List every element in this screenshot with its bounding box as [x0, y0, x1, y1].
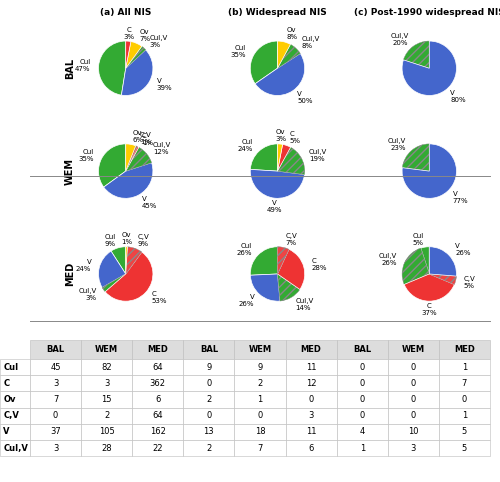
Text: C
5%: C 5%: [290, 131, 300, 144]
Text: WEM: WEM: [65, 158, 75, 185]
Text: Ov
1%: Ov 1%: [122, 232, 132, 245]
Text: C,V
5%: C,V 5%: [464, 276, 475, 289]
Wedge shape: [98, 41, 126, 95]
Wedge shape: [250, 169, 304, 198]
Text: Cul,V
26%: Cul,V 26%: [379, 253, 397, 266]
Text: Cul
5%: Cul 5%: [412, 232, 424, 245]
Text: Cul,V
12%: Cul,V 12%: [153, 142, 171, 155]
Text: Cul
35%: Cul 35%: [230, 45, 246, 58]
Wedge shape: [126, 41, 131, 68]
Wedge shape: [278, 274, 300, 301]
Text: MED: MED: [65, 262, 75, 286]
Wedge shape: [126, 147, 139, 171]
Text: Ov
8%: Ov 8%: [286, 27, 298, 40]
Wedge shape: [126, 41, 142, 68]
Wedge shape: [126, 247, 128, 274]
Wedge shape: [278, 145, 290, 171]
Wedge shape: [126, 146, 138, 171]
Wedge shape: [278, 44, 300, 68]
Text: C,V
7%: C,V 7%: [285, 233, 297, 246]
Text: Cul
9%: Cul 9%: [104, 233, 116, 246]
Wedge shape: [102, 274, 126, 292]
Text: Cul,V
3%: Cul,V 3%: [78, 288, 97, 301]
Text: Cul
35%: Cul 35%: [78, 148, 94, 161]
Text: Cul,V
3%: Cul,V 3%: [150, 35, 168, 48]
Wedge shape: [404, 41, 429, 68]
Text: V
39%: V 39%: [157, 79, 172, 92]
Text: Cul,V
8%: Cul,V 8%: [302, 36, 320, 49]
Text: C,V
9%: C,V 9%: [138, 234, 149, 247]
Text: C
1%: C 1%: [142, 133, 153, 146]
Title: (c) Post-1990 widespread NIS: (c) Post-1990 widespread NIS: [354, 8, 500, 17]
Text: V
24%: V 24%: [76, 259, 92, 272]
Text: V
26%: V 26%: [456, 243, 471, 256]
Text: C
28%: C 28%: [312, 258, 327, 271]
Wedge shape: [278, 144, 282, 171]
Wedge shape: [278, 247, 289, 274]
Text: Cul,V
19%: Cul,V 19%: [309, 148, 328, 161]
Text: BAL: BAL: [65, 58, 75, 79]
Wedge shape: [122, 50, 153, 95]
Wedge shape: [430, 274, 456, 284]
Text: Ov
7%: Ov 7%: [140, 29, 151, 42]
Text: V
26%: V 26%: [239, 294, 254, 307]
Wedge shape: [250, 247, 278, 275]
Text: Ov
3%: Ov 3%: [276, 129, 286, 142]
Text: V
80%: V 80%: [450, 90, 466, 103]
Wedge shape: [98, 251, 126, 288]
Wedge shape: [250, 41, 278, 84]
Wedge shape: [278, 249, 304, 290]
Text: C,V
1%: C,V 1%: [140, 132, 151, 145]
Wedge shape: [278, 41, 290, 68]
Text: Cul,V
20%: Cul,V 20%: [390, 33, 408, 46]
Text: Cul
24%: Cul 24%: [238, 139, 254, 152]
Text: Ov
6%: Ov 6%: [132, 130, 143, 143]
Wedge shape: [104, 163, 153, 198]
Wedge shape: [250, 274, 280, 301]
Text: Cul
26%: Cul 26%: [236, 243, 252, 256]
Wedge shape: [430, 247, 456, 276]
Wedge shape: [126, 46, 146, 68]
Wedge shape: [126, 144, 136, 171]
Text: V
49%: V 49%: [266, 200, 282, 213]
Wedge shape: [402, 41, 456, 95]
Text: V
45%: V 45%: [142, 196, 157, 209]
Text: Cul
47%: Cul 47%: [75, 59, 90, 72]
Text: Cul,V
23%: Cul,V 23%: [388, 138, 406, 151]
Wedge shape: [255, 54, 304, 95]
Wedge shape: [111, 247, 126, 274]
Title: (b) Widespread NIS: (b) Widespread NIS: [228, 8, 327, 17]
Wedge shape: [250, 144, 278, 171]
Wedge shape: [421, 247, 430, 274]
Title: (a) All NIS: (a) All NIS: [100, 8, 152, 17]
Text: Cul,V
14%: Cul,V 14%: [296, 298, 314, 311]
Wedge shape: [402, 248, 429, 284]
Text: C
3%: C 3%: [124, 27, 134, 40]
Text: V
77%: V 77%: [452, 191, 468, 204]
Wedge shape: [404, 274, 454, 301]
Wedge shape: [126, 147, 152, 171]
Wedge shape: [98, 144, 126, 187]
Wedge shape: [402, 144, 456, 198]
Wedge shape: [402, 144, 429, 171]
Wedge shape: [278, 147, 304, 174]
Wedge shape: [105, 252, 153, 301]
Text: C
37%: C 37%: [422, 303, 437, 316]
Text: C
53%: C 53%: [152, 292, 167, 305]
Text: V
50%: V 50%: [297, 91, 312, 104]
Wedge shape: [126, 247, 142, 274]
